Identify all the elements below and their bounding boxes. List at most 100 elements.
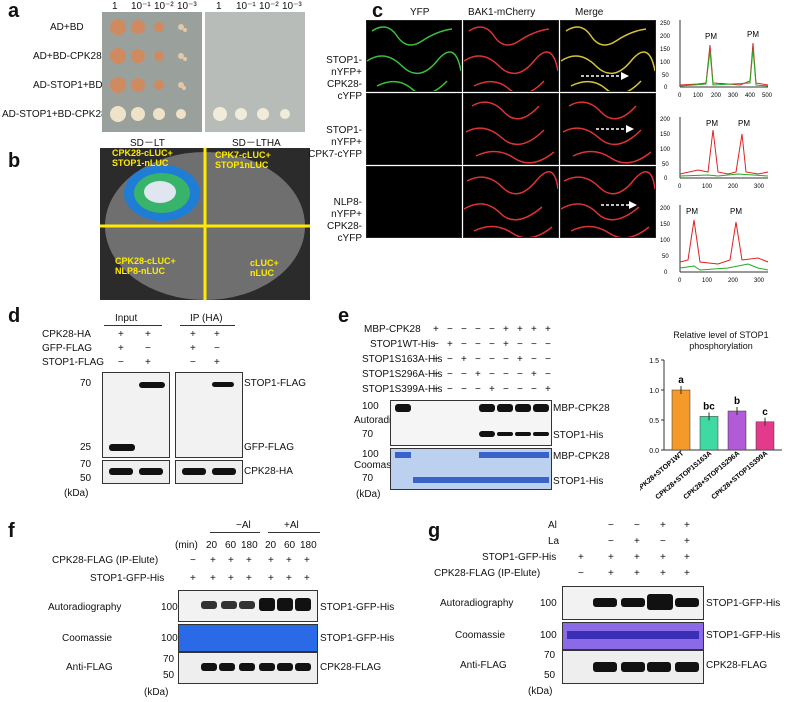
y-tick: 50 xyxy=(662,73,669,79)
mw-marker: 100 xyxy=(161,602,178,613)
coomassie-gel xyxy=(390,448,552,490)
row-label: CPK28-FLAG (IP-Elute) xyxy=(52,555,159,566)
mw-marker: 70 xyxy=(80,459,92,470)
sign: − xyxy=(475,354,481,365)
construct-label: STOP1-nYFP+ CPK28-cYFP xyxy=(326,55,362,102)
sign: − xyxy=(531,384,537,395)
sign: + xyxy=(634,536,640,547)
sign: + xyxy=(145,329,151,340)
sign: + xyxy=(268,555,274,566)
sign: − xyxy=(489,369,495,380)
significance-letter: b xyxy=(734,396,740,407)
sign: − xyxy=(545,339,551,350)
mcherry-image xyxy=(463,166,559,238)
coomassie-gel xyxy=(178,624,318,652)
channel-label: YFP xyxy=(410,7,430,18)
sign: − xyxy=(503,369,509,380)
sign: − xyxy=(503,354,509,365)
sign: − xyxy=(475,339,481,350)
y-tick: 150 xyxy=(660,132,671,138)
x-tick: 100 xyxy=(702,278,713,284)
mw-marker: 100 xyxy=(362,401,379,412)
sign: − xyxy=(145,343,151,354)
blot-label: Coomassie xyxy=(455,630,506,641)
dilution-label: 10⁻³ xyxy=(177,1,197,12)
time-label: 20 xyxy=(206,540,218,551)
x-tick: 300 xyxy=(754,184,765,190)
sign: − xyxy=(190,357,196,368)
yeast-plate-right xyxy=(205,12,305,132)
x-tick: 200 xyxy=(711,93,722,99)
peak-label: PM xyxy=(705,32,717,41)
y-tick: 200 xyxy=(660,117,671,123)
row-label: STOP1-GFP-His xyxy=(482,552,557,563)
sign: + xyxy=(634,552,640,563)
y-tick: 150 xyxy=(660,222,671,228)
sign: + xyxy=(684,568,690,579)
sign: + xyxy=(118,329,124,340)
y-tick: 100 xyxy=(660,60,671,66)
row-label: STOP1S296A-His xyxy=(362,369,443,380)
panel-label-c: c xyxy=(372,0,384,22)
anti-flag-blot xyxy=(562,650,704,684)
sign: + xyxy=(118,343,124,354)
sign: + xyxy=(304,573,310,584)
sign: + xyxy=(660,520,666,531)
sign: − xyxy=(578,568,584,579)
y-tick-label: 0.0 xyxy=(649,448,659,455)
sign: + xyxy=(684,520,690,531)
mw-marker: 70 xyxy=(362,473,374,484)
time-label: 180 xyxy=(300,540,317,551)
blot-label: Autoradiography xyxy=(48,602,122,613)
mw-marker: 70 xyxy=(362,429,374,440)
input-blot xyxy=(102,372,170,458)
mw-marker: 70 xyxy=(163,654,175,665)
bar xyxy=(755,421,775,451)
sign: + xyxy=(608,552,614,563)
panel-label-b: b xyxy=(8,150,21,172)
sign: + xyxy=(461,354,467,365)
sign: + xyxy=(634,568,640,579)
sign: + xyxy=(531,369,537,380)
sign: + xyxy=(286,573,292,584)
merge-image xyxy=(560,20,656,92)
dilution-label: 10⁻¹ xyxy=(236,1,256,12)
sign: − xyxy=(517,339,523,350)
sign: − xyxy=(433,339,439,350)
row-label: STOP1S399A-His xyxy=(362,384,443,395)
row-label: STOP1S163A-His xyxy=(362,354,443,365)
significance-letter: a xyxy=(678,375,684,386)
y-tick-label: 0.5 xyxy=(649,418,659,425)
row-label: STOP1-GFP-His xyxy=(90,573,165,584)
y-tick: 100 xyxy=(660,238,671,244)
sign: − xyxy=(433,354,439,365)
ip-ha-blot xyxy=(175,460,243,484)
x-tick: 300 xyxy=(754,278,765,284)
condition-label: +Al xyxy=(284,520,299,531)
autoradiography-blot xyxy=(178,590,318,622)
x-tick: 400 xyxy=(745,93,756,99)
sign: + xyxy=(489,384,495,395)
sign: + xyxy=(228,573,234,584)
blot-header: Input xyxy=(115,313,138,324)
time-label: 60 xyxy=(284,540,296,551)
sign: + xyxy=(503,324,509,335)
channel-label: Merge xyxy=(575,7,604,18)
sign: − xyxy=(503,384,509,395)
kda-label: (kDa) xyxy=(144,687,169,698)
y-tick: 100 xyxy=(660,147,671,153)
sign: − xyxy=(531,339,537,350)
mw-marker: 100 xyxy=(540,598,557,609)
blot-label: Coomassie xyxy=(62,633,113,644)
mw-marker: 50 xyxy=(163,670,175,681)
mw-marker: 100 xyxy=(540,630,557,641)
mw-marker: 50 xyxy=(544,670,556,681)
x-tick: 0 xyxy=(678,278,682,284)
sign: − xyxy=(447,324,453,335)
luc-quadrant-label: cLUC+ nLUC xyxy=(250,258,279,278)
peak-label: PM xyxy=(738,119,750,128)
row-label: Al xyxy=(548,520,557,531)
dilution-label: 1 xyxy=(216,1,222,12)
sign: + xyxy=(190,573,196,584)
merge-image xyxy=(560,166,656,238)
